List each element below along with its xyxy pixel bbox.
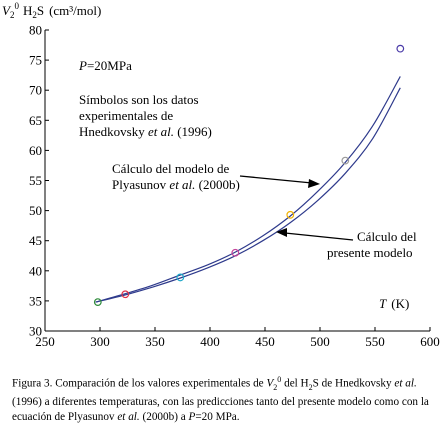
experimental-point (231, 248, 240, 257)
experimental-point (121, 290, 130, 299)
y-tick-label: 55 (29, 173, 42, 188)
experimental-point (396, 44, 405, 53)
plyasunov-model-line (95, 76, 401, 303)
model-curves (95, 76, 401, 303)
symbols-note: Símbolos son los datos experimentales de… (79, 92, 212, 139)
y-tick-label: 35 (29, 293, 42, 308)
y-tick-label: 40 (29, 263, 42, 278)
y-tick-label: 60 (29, 143, 42, 158)
x-tick-label: 400 (200, 334, 220, 349)
present-arrow-line (284, 232, 354, 241)
present-arrowhead (276, 228, 287, 237)
x-tick-label: 500 (310, 334, 330, 349)
y-tick-label: 30 (29, 324, 42, 339)
axis-ticks: 250 300 350 400 450 500 550 600 30 35 40 45 50 55 60 65… (29, 23, 440, 350)
x-tick-label: 600 (420, 334, 440, 349)
y-tick-label: 75 (29, 53, 42, 68)
x-axis-label: T (K) (379, 296, 409, 311)
present-model-annotation: Cálculo del presente modelo (327, 229, 420, 260)
x-tick-label: 300 (90, 334, 110, 349)
y-axis-label: V20 H2S (cm³/mol) (2, 1, 101, 20)
plyasunov-arrow-line (239, 175, 313, 184)
x-tick-label: 550 (365, 334, 385, 349)
y-tick-label: 70 (29, 83, 42, 98)
plyasunov-arrowhead (308, 179, 320, 188)
experimental-point (93, 298, 102, 307)
pressure-annotation: P=20MPa (78, 58, 132, 73)
experimental-points (93, 44, 405, 307)
y-tick-label: 45 (29, 233, 42, 248)
experimental-point (286, 210, 295, 219)
y-tick-label: 50 (29, 203, 42, 218)
x-tick-label: 450 (255, 334, 275, 349)
x-tick-label: 250 (35, 334, 55, 349)
x-tick-label: 350 (145, 334, 165, 349)
plyasunov-annotation: Cálculo del modelo de Plyasunov et al. (… (112, 161, 240, 192)
chart: 250 300 350 400 450 500 550 600 30 35 40 45 50 55 60 65… (2, 1, 440, 350)
figure-caption: Figura 3. Comparación de los valores exp… (12, 375, 429, 423)
y-tick-label: 80 (29, 23, 42, 38)
y-tick-label: 65 (29, 113, 42, 128)
experimental-point (341, 156, 350, 165)
experimental-point (176, 273, 185, 282)
present-model-line (95, 87, 401, 303)
